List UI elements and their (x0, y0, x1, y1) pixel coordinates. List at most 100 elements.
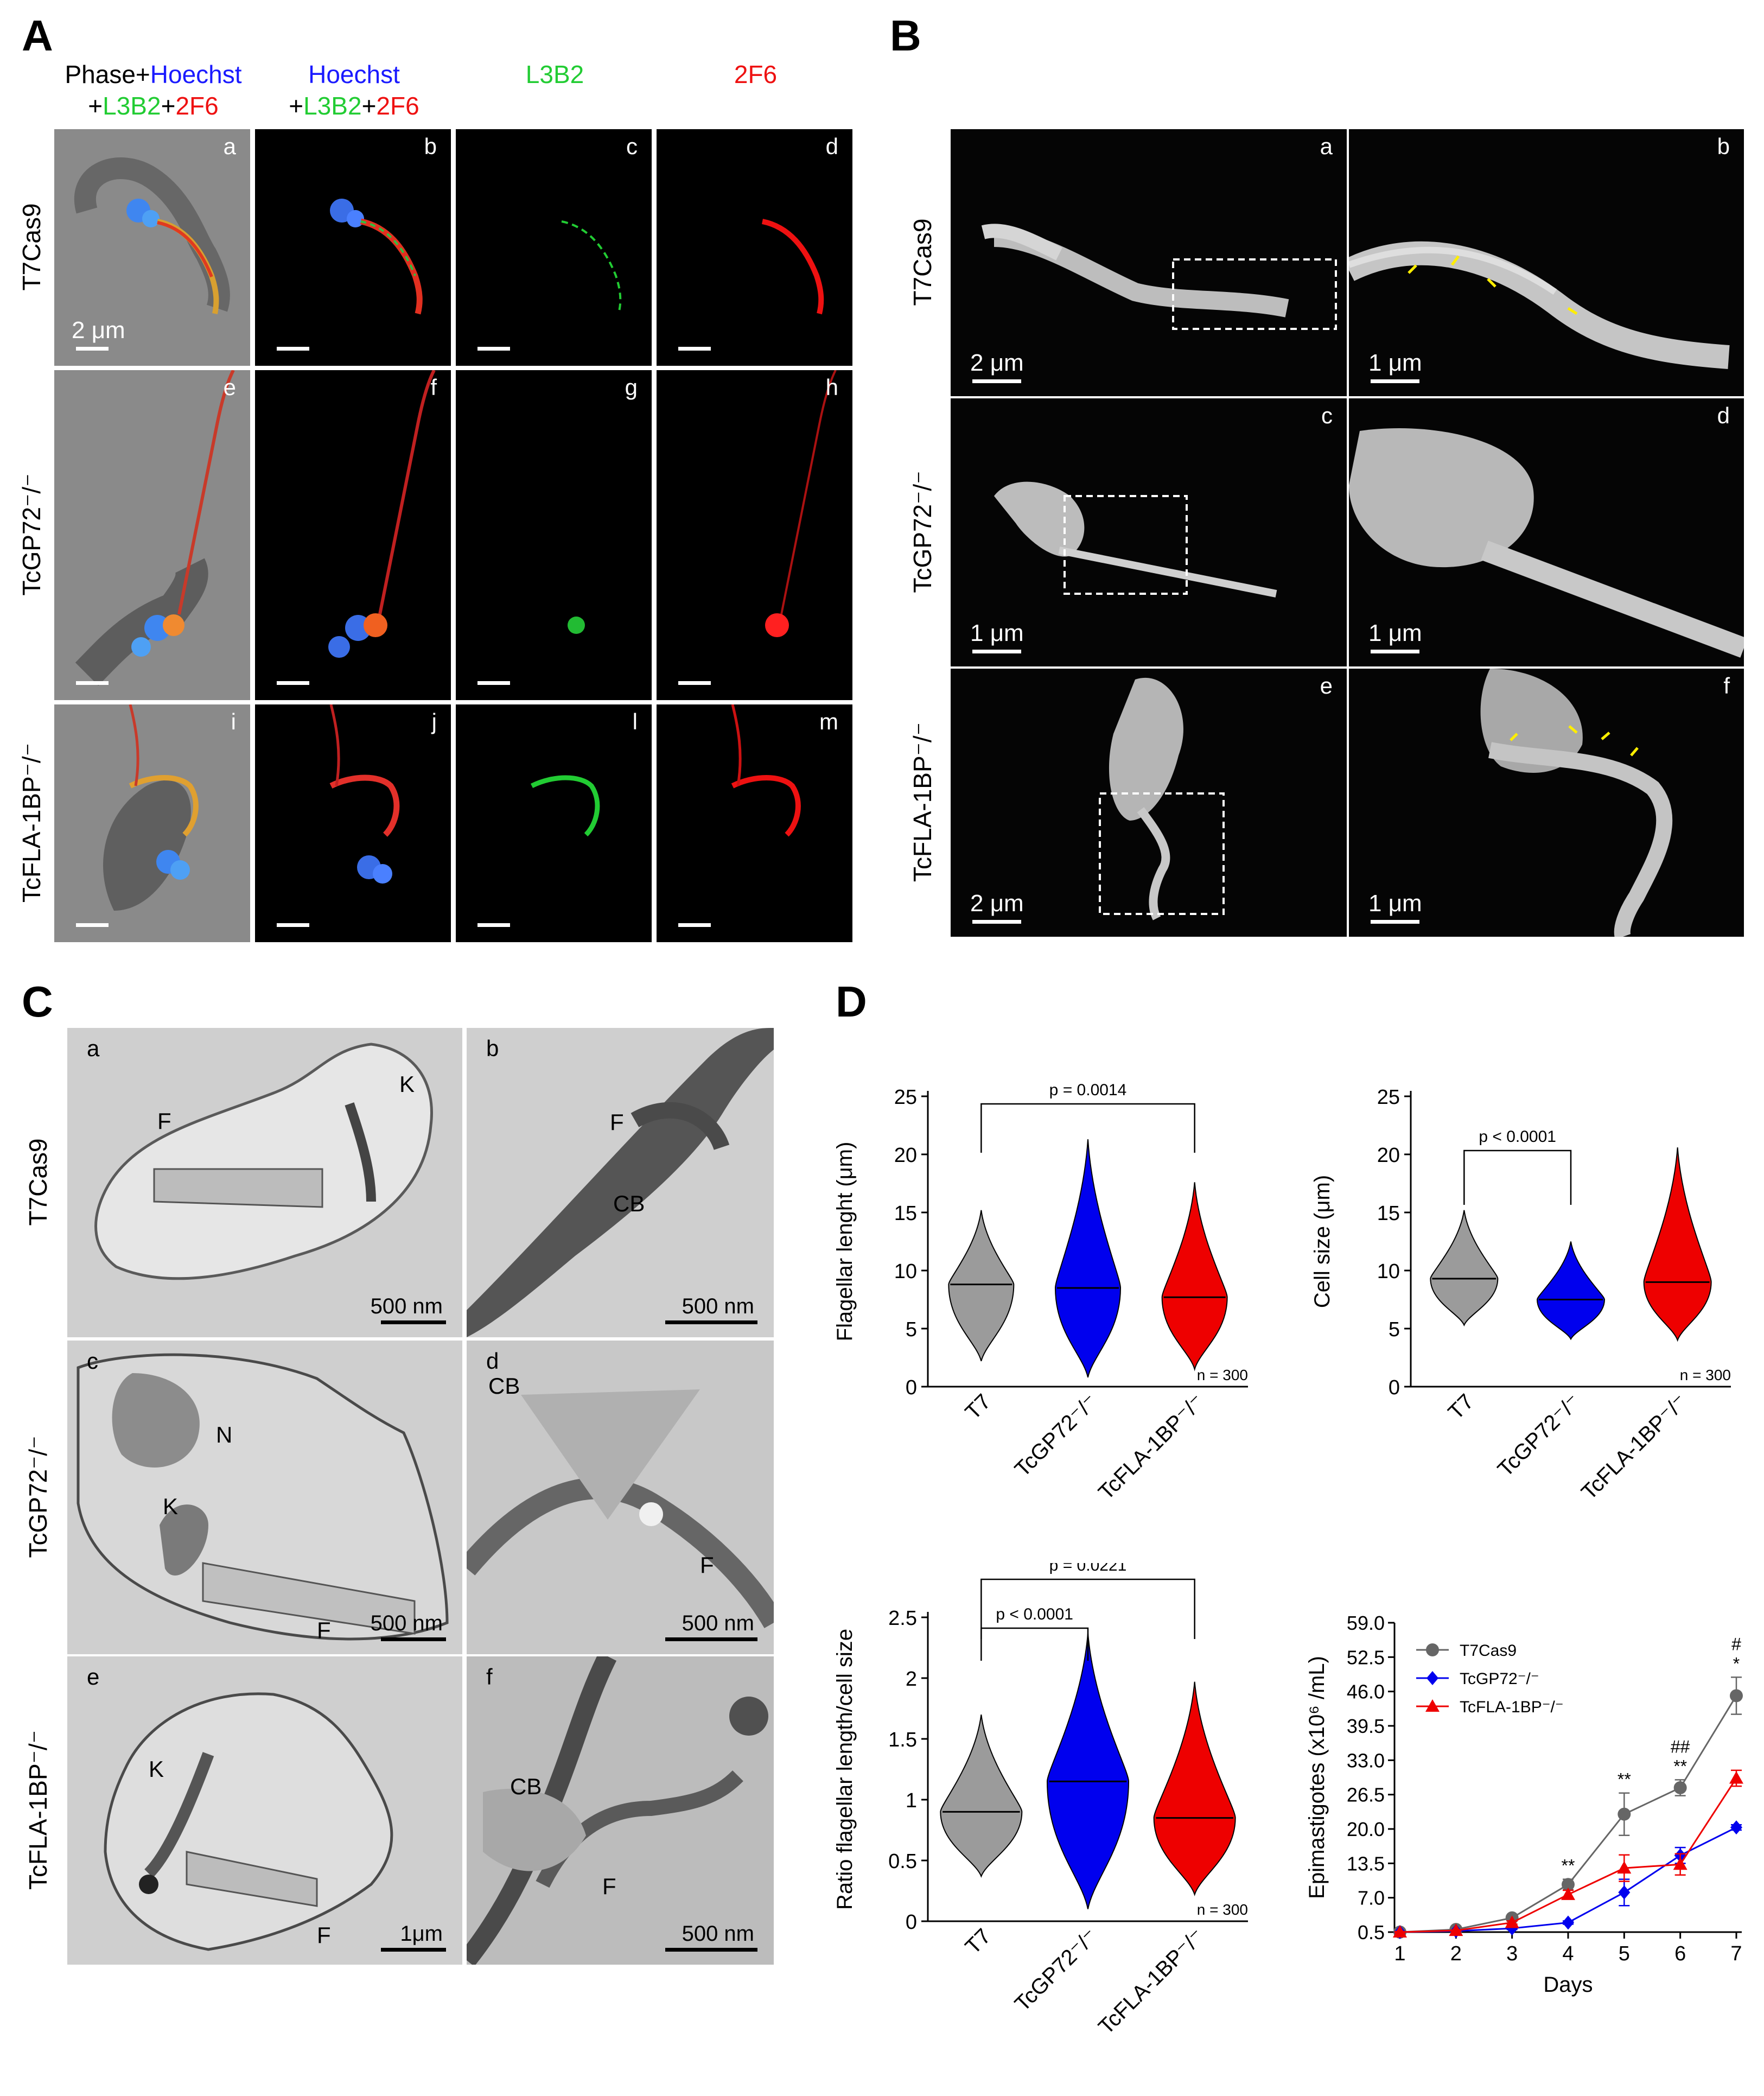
y-tick-label: 25 (894, 1086, 917, 1109)
y-tick-label: 5 (1389, 1318, 1400, 1341)
tile-letter: b (486, 1036, 499, 1061)
scale-bar (477, 681, 510, 685)
tile-letter: a (87, 1036, 100, 1061)
scale-bar (477, 347, 510, 351)
tile-letter: l (632, 709, 638, 734)
x-tick-label: T7 (961, 1924, 996, 1959)
series-line-2 (1399, 1777, 1737, 1933)
structure-label: F (602, 1873, 616, 1899)
violin-1 (1536, 1241, 1606, 1341)
data-point (1673, 1781, 1687, 1794)
tem-image (467, 1028, 774, 1337)
violin-1 (1054, 1139, 1122, 1378)
header-text: 2F6 (175, 92, 219, 120)
legend-marker (1426, 1643, 1439, 1656)
significance-bracket (980, 1578, 1195, 1639)
header-text: L3B2 (303, 92, 362, 120)
y-axis-label: Ratio flagellar length/cell size (833, 1629, 857, 1910)
structure-label: F (157, 1108, 171, 1134)
significance-mark: # (1731, 1634, 1741, 1654)
significance-mark: ** (1617, 1770, 1631, 1789)
panel-b-row-label: TcFLA-1BP⁻/⁻ (908, 722, 937, 882)
y-tick-label: 26.5 (1347, 1784, 1385, 1806)
header-text: Hoechst (150, 60, 242, 88)
x-tick-label: 5 (1619, 1942, 1630, 1965)
data-point (1393, 1925, 1407, 1938)
violin-0 (940, 1714, 1023, 1878)
tem-image-tile: e K F 1μm (67, 1656, 462, 1965)
x-tick-label: TcFLA-1BP⁻/⁻ (1577, 1389, 1692, 1504)
x-tick-label: TcGP72⁻/⁻ (1493, 1389, 1585, 1481)
panel-a-header-3: 2F6 (657, 59, 855, 90)
structure-label: CB (613, 1191, 645, 1216)
panel-a-header-2: L3B2 (456, 59, 654, 90)
tile-letter: d (1717, 403, 1730, 428)
scale-bar-label: 1 μm (1368, 350, 1422, 376)
panel-d-letter: D (836, 977, 867, 1026)
x-tick-label: 2 (1450, 1942, 1462, 1965)
panel-c-row-label: TcFLA-1BP⁻/⁻ (24, 1730, 52, 1890)
cell-image (328, 370, 436, 658)
tem-image-tile: f CB F 500 nm (467, 1656, 774, 1965)
y-tick-label: 2 (906, 1668, 917, 1691)
tile-letter: j (431, 709, 437, 734)
sample-size-label: n = 300 (1197, 1367, 1248, 1383)
y-tick-label: 0 (906, 1911, 917, 1934)
y-tick-label: 0.5 (1358, 1921, 1385, 1943)
data-point (1449, 1923, 1463, 1936)
panel-b-row-label: TcGP72⁻/⁻ (908, 471, 937, 593)
x-tick-label: T7 (1444, 1389, 1479, 1424)
header-text: + (361, 92, 377, 120)
sem-image-tile: b 1 μm (1349, 129, 1744, 396)
sem-image-tile: a 2 μm (951, 129, 1347, 396)
scale-bar (76, 681, 109, 685)
y-tick-label: 7.0 (1358, 1887, 1385, 1909)
y-tick-label: 0.5 (888, 1850, 917, 1873)
panel-a-header-line2: +L3B2+2F6 (54, 90, 252, 122)
scale-bar-label: 500 nm (682, 1611, 754, 1635)
significance-mark: ## (1671, 1737, 1690, 1756)
legend-label: TcGP72⁻/⁻ (1460, 1670, 1539, 1688)
cell-size-violin-chart: 0 5 10 15 20 25 Cell size (μm) T7 TcGP72⁻/⁻TcFLA… (1310, 1086, 1731, 1504)
header-text: Phase+ (65, 60, 150, 88)
y-tick-label: 0 (906, 1376, 917, 1399)
scale-bar (381, 1948, 446, 1952)
p-value-label: p = 0.0014 (1049, 1081, 1127, 1099)
panel-a-row-label: T7Cas9 (17, 203, 46, 291)
scale-bar (76, 347, 109, 351)
tile-letter: f (1723, 673, 1730, 698)
y-tick-label: 13.5 (1347, 1852, 1385, 1875)
p-value-label: p < 0.0001 (1479, 1128, 1556, 1146)
x-axis-label: Days (1543, 1973, 1593, 1997)
panel-a-header-line1: 2F6 (657, 59, 855, 90)
fluorescence-image-tile: b (255, 129, 451, 366)
fluorescence-image-tile: h (657, 370, 852, 700)
header-text: Hoechst (308, 60, 400, 88)
structure-label: F (700, 1552, 714, 1578)
scale-bar (76, 923, 109, 927)
scale-bar (678, 681, 711, 685)
x-tick-label: 6 (1674, 1942, 1686, 1965)
scale-bar-label: 500 nm (682, 1294, 754, 1318)
scale-bar-label: 1μm (400, 1922, 443, 1946)
cell-image (103, 704, 199, 911)
y-tick-label: 1 (906, 1789, 917, 1812)
header-text: L3B2 (103, 92, 161, 120)
header-text: 2F6 (376, 92, 419, 120)
fluorescence-image-tile: a 2 μm (54, 129, 250, 366)
cell-image (330, 199, 423, 315)
structure-label: CB (488, 1373, 520, 1399)
p-value-label: p < 0.0001 (996, 1605, 1073, 1623)
sem-image-tile: d 1 μm (1349, 398, 1744, 666)
scale-bar (277, 347, 309, 351)
tem-image-tile: a F K 500 nm (67, 1028, 462, 1337)
tem-image-tile: d CB F 500 nm (467, 1341, 774, 1654)
tile-letter: f (430, 374, 437, 400)
tem-image (94, 1043, 433, 1280)
y-tick-label: 20 (894, 1144, 917, 1167)
x-tick-label: TcGP72⁻/⁻ (1010, 1924, 1102, 2016)
structure-label: N (216, 1422, 233, 1447)
sem-image-tile: f 1 μm (1349, 669, 1744, 937)
tile-letter: e (87, 1664, 100, 1689)
significance-bracket (980, 1627, 1089, 1661)
